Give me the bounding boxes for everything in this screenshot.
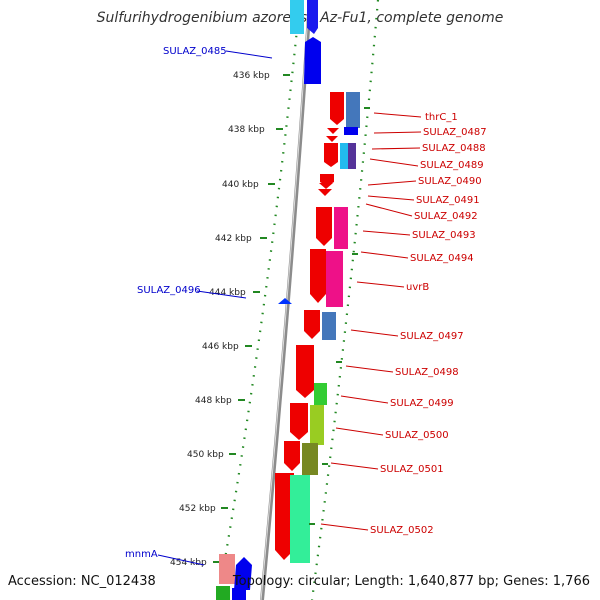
ruler-label: 452 kbp xyxy=(179,504,216,514)
gene-arrow[interactable] xyxy=(302,443,318,475)
leader-line xyxy=(371,147,421,150)
leader-line xyxy=(367,180,417,186)
leader-line xyxy=(225,50,273,59)
ruler-label: 448 kbp xyxy=(195,396,232,406)
gene-arrow[interactable] xyxy=(348,143,356,169)
gene-arrow[interactable] xyxy=(304,37,321,84)
gene-arrow[interactable] xyxy=(326,136,338,142)
gene-arrow[interactable] xyxy=(275,473,294,560)
leader-line xyxy=(335,427,384,436)
gene-arrow[interactable] xyxy=(319,183,333,189)
ruler-label: 454 kbp xyxy=(170,558,207,568)
gene-arrow[interactable] xyxy=(314,383,327,405)
inner-track-ticks xyxy=(309,107,370,525)
ruler-label: 438 kbp xyxy=(228,125,265,135)
ruler-label: 450 kbp xyxy=(187,450,224,460)
gene-label[interactable]: SULAZ_0489 xyxy=(420,160,484,171)
gene-arrow[interactable] xyxy=(234,557,252,590)
gene-label[interactable]: SULAZ_0490 xyxy=(418,176,482,187)
ruler-label: 442 kbp xyxy=(215,234,252,244)
gene-label[interactable]: SULAZ_0502 xyxy=(370,525,434,536)
ruler-label: 436 kbp xyxy=(233,71,270,81)
leader-line xyxy=(340,395,389,404)
leader-line xyxy=(320,523,369,531)
gene-arrow[interactable] xyxy=(322,312,336,340)
leader-line xyxy=(157,554,205,566)
gene-label[interactable]: SULAZ_0498 xyxy=(395,367,459,378)
gene-label[interactable]: SULAZ_0501 xyxy=(380,464,444,475)
gene-arrow[interactable] xyxy=(232,588,246,600)
gene-label[interactable]: SULAZ_0494 xyxy=(410,253,474,264)
reverse-gene-labels: thrC_1 SULAZ_0487 SULAZ_0488 SULAZ_0489 … xyxy=(370,112,487,536)
gene-label[interactable]: SULAZ_0499 xyxy=(390,398,454,409)
gene-arrow[interactable] xyxy=(284,441,300,471)
reverse-leaders xyxy=(320,112,422,531)
gene-arrow[interactable] xyxy=(327,128,339,134)
forward-gene-labels: SULAZ_0485 SULAZ_0496 mnmA xyxy=(125,46,227,560)
gene-arrow[interactable] xyxy=(334,207,348,249)
gene-label[interactable]: SULAZ_0487 xyxy=(423,127,487,138)
gene-arrow[interactable] xyxy=(216,586,230,600)
gene-arrow[interactable] xyxy=(344,127,358,135)
ruler-label: 446 kbp xyxy=(202,342,239,352)
leader-line xyxy=(360,251,409,259)
forward-features xyxy=(216,0,321,600)
leader-line xyxy=(373,131,422,134)
inner-dotted-track xyxy=(310,0,380,600)
gene-label[interactable]: SULAZ_0493 xyxy=(412,230,476,241)
gene-label[interactable]: SULAZ_0491 xyxy=(416,195,480,206)
leader-line xyxy=(367,195,415,201)
gene-arrow[interactable] xyxy=(318,189,332,196)
accession-text: Accession: NC_012438 xyxy=(8,574,156,589)
leader-line xyxy=(196,290,247,299)
leader-line xyxy=(373,112,422,118)
gene-arrow[interactable] xyxy=(304,310,320,339)
gene-label[interactable]: SULAZ_0497 xyxy=(400,331,464,342)
topology-text: Topology: circular; Length: 1,640,877 bp… xyxy=(232,574,590,589)
gene-arrow[interactable] xyxy=(296,345,314,398)
gene-arrow[interactable] xyxy=(219,554,235,584)
ruler-label: 440 kbp xyxy=(222,180,259,190)
gene-label[interactable]: SULAZ_0485 xyxy=(163,46,227,57)
ruler-labels: 436 kbp 438 kbp 440 kbp 442 kbp 444 kbp … xyxy=(170,71,270,568)
leader-line xyxy=(350,329,399,337)
gene-arrow[interactable] xyxy=(307,0,318,34)
gene-arrow[interactable] xyxy=(340,143,350,169)
gene-arrow[interactable] xyxy=(316,207,332,246)
gene-arrow[interactable] xyxy=(290,475,310,563)
gene-arrow[interactable] xyxy=(310,405,324,445)
gene-label[interactable]: SULAZ_0500 xyxy=(385,430,449,441)
forward-leaders xyxy=(157,50,273,566)
ruler-label: 444 kbp xyxy=(209,288,246,298)
gene-arrow[interactable] xyxy=(278,298,292,304)
gene-arrow[interactable] xyxy=(326,251,343,307)
gene-arrow[interactable] xyxy=(290,403,308,440)
leader-line xyxy=(330,462,379,470)
reverse-features xyxy=(275,92,360,563)
gene-label[interactable]: uvrB xyxy=(406,282,429,293)
gene-label[interactable]: mnmA xyxy=(125,549,158,560)
gene-arrow[interactable] xyxy=(346,92,360,128)
gene-label[interactable]: thrC_1 xyxy=(425,112,458,123)
leader-line xyxy=(345,365,394,373)
gene-label[interactable]: SULAZ_0496 xyxy=(137,285,201,296)
ruler-ticks xyxy=(213,74,290,563)
leader-line xyxy=(369,158,419,167)
gene-arrow[interactable] xyxy=(310,249,326,303)
gene-arrow[interactable] xyxy=(290,0,304,34)
gene-arrow[interactable] xyxy=(324,143,338,167)
leader-line xyxy=(356,281,405,288)
gene-label[interactable]: SULAZ_0492 xyxy=(414,211,478,222)
gene-label[interactable]: SULAZ_0488 xyxy=(422,143,486,154)
gene-arrow[interactable] xyxy=(330,92,344,125)
leader-line xyxy=(362,230,411,236)
leader-line xyxy=(365,203,413,217)
